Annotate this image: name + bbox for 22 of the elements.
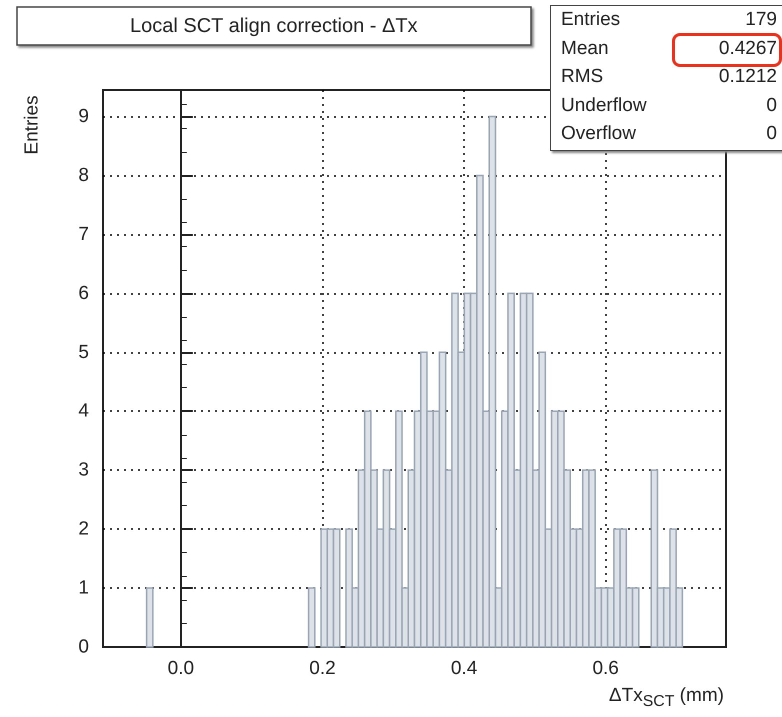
y-tick-label: 9 (78, 106, 89, 128)
x-tick-label: 0.4 (450, 658, 478, 679)
y-tick-label: 4 (78, 400, 90, 422)
y-axis-title: Entries (22, 95, 42, 155)
text: Underflow 0 (561, 94, 777, 116)
text: Mean 0.4267 (561, 38, 777, 58)
y-tick-label: 8 (78, 164, 89, 186)
y-tick-label: 0 (78, 636, 89, 658)
y-tick-label: 3 (78, 460, 89, 481)
x-tick-label: 0.2 (309, 658, 336, 679)
x-tick-label: 0.6 (592, 658, 619, 679)
y-tick-label: 6 (78, 282, 89, 304)
y-tick-label: 5 (78, 342, 89, 363)
y-tick-label: 2 (78, 518, 89, 540)
chart-title: Local SCT align correction - ΔTx (130, 15, 418, 37)
x-axis-title: ΔTx$_{SCT}$ (mm) (608, 684, 724, 712)
text: Overflow 0 (561, 123, 777, 144)
text: Entries 179 (561, 9, 777, 30)
y-tick-label: 7 (78, 224, 89, 245)
x-tick-label: 0.0 (168, 658, 194, 679)
y-tick-label: 1 (78, 578, 89, 599)
text: RMS 0.1212 (561, 66, 777, 87)
